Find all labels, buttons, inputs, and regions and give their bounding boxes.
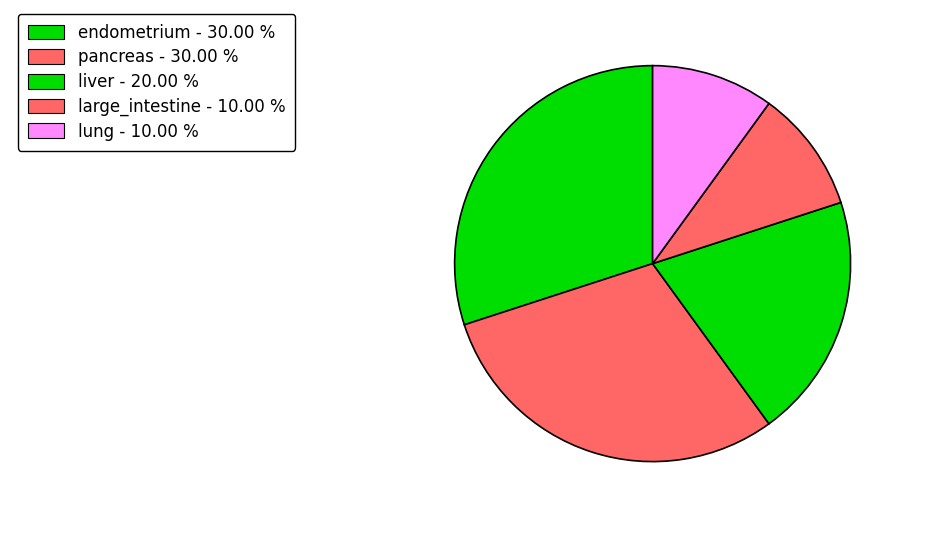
Wedge shape: [653, 103, 841, 264]
Wedge shape: [653, 202, 851, 424]
Wedge shape: [454, 66, 653, 325]
Legend: endometrium - 30.00 %, pancreas - 30.00 %, liver - 20.00 %, large_intestine - 10: endometrium - 30.00 %, pancreas - 30.00 …: [18, 13, 296, 151]
Wedge shape: [653, 66, 769, 264]
Wedge shape: [464, 264, 769, 462]
